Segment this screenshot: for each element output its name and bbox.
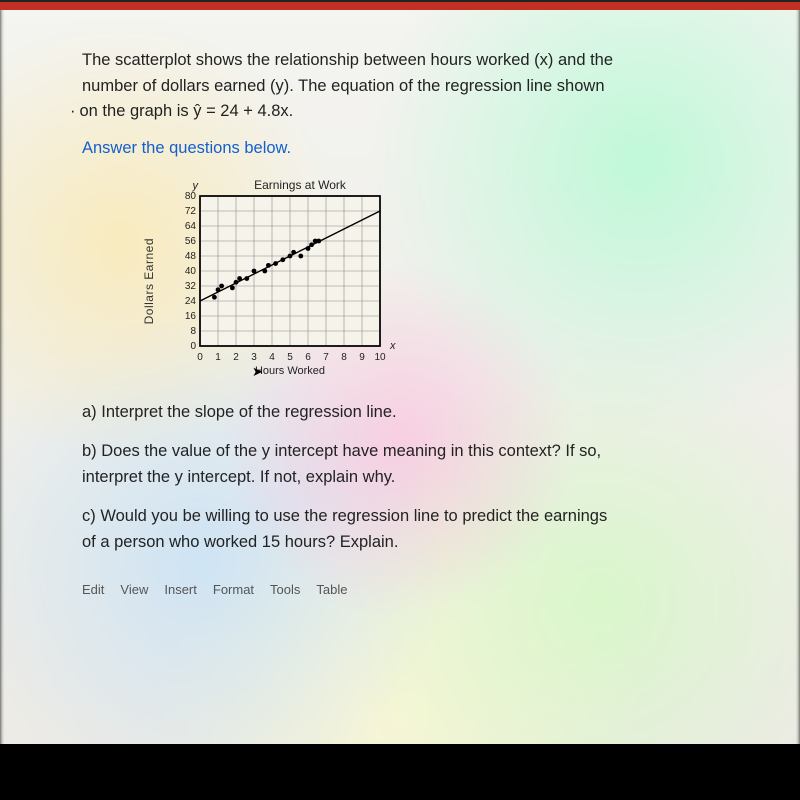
svg-text:4: 4 bbox=[269, 352, 275, 363]
page-content: The scatterplot shows the relationship b… bbox=[0, 10, 800, 740]
svg-text:6: 6 bbox=[305, 352, 311, 363]
question-a: a) Interpret the slope of the regression… bbox=[82, 400, 728, 426]
chart-ylabel: Dollars Earned bbox=[142, 238, 156, 324]
editor-toolbar: Edit View Insert Format Tools Table bbox=[82, 582, 728, 597]
scatterplot: 08162432404856647280012345678910Earnings… bbox=[162, 176, 422, 386]
svg-text:Hours Worked: Hours Worked bbox=[255, 365, 325, 377]
menu-view[interactable]: View bbox=[120, 582, 148, 597]
svg-text:1: 1 bbox=[215, 352, 221, 363]
svg-text:16: 16 bbox=[185, 311, 197, 322]
svg-text:5: 5 bbox=[287, 352, 293, 363]
menu-format[interactable]: Format bbox=[213, 582, 254, 597]
prompt-line: The scatterplot shows the relationship b… bbox=[82, 48, 728, 74]
svg-text:72: 72 bbox=[185, 206, 197, 217]
question-c: c) Would you be willing to use the regre… bbox=[82, 504, 728, 555]
svg-text:32: 32 bbox=[185, 281, 197, 292]
svg-text:24: 24 bbox=[185, 296, 197, 307]
svg-text:9: 9 bbox=[359, 352, 365, 363]
svg-text:10: 10 bbox=[374, 352, 386, 363]
svg-text:8: 8 bbox=[190, 326, 196, 337]
svg-text:40: 40 bbox=[185, 266, 197, 277]
svg-text:➤: ➤ bbox=[252, 364, 263, 379]
svg-text:8: 8 bbox=[341, 352, 347, 363]
menu-edit[interactable]: Edit bbox=[82, 582, 104, 597]
instruction-text: Answer the questions below. bbox=[82, 139, 728, 158]
svg-text:7: 7 bbox=[323, 352, 329, 363]
svg-text:3: 3 bbox=[251, 352, 257, 363]
menu-tools[interactable]: Tools bbox=[270, 582, 300, 597]
questions-block: a) Interpret the slope of the regression… bbox=[82, 400, 728, 556]
svg-text:48: 48 bbox=[185, 251, 197, 262]
svg-text:x: x bbox=[389, 340, 396, 352]
svg-text:2: 2 bbox=[233, 352, 239, 363]
prompt-line: number of dollars earned (y). The equati… bbox=[82, 74, 728, 100]
menu-table[interactable]: Table bbox=[316, 582, 347, 597]
svg-text:80: 80 bbox=[185, 191, 197, 202]
question-b: b) Does the value of the y intercept hav… bbox=[82, 439, 728, 490]
app-topbar bbox=[0, 0, 800, 10]
svg-text:y: y bbox=[192, 180, 200, 192]
chart-container: Dollars Earned 0816243240485664728001234… bbox=[142, 176, 728, 386]
problem-prompt: The scatterplot shows the relationship b… bbox=[82, 48, 728, 125]
menu-insert[interactable]: Insert bbox=[164, 582, 197, 597]
svg-text:64: 64 bbox=[185, 221, 197, 232]
svg-text:Earnings at Work: Earnings at Work bbox=[254, 178, 347, 192]
svg-text:56: 56 bbox=[185, 236, 197, 247]
svg-text:0: 0 bbox=[190, 341, 196, 352]
prompt-line: ·on the graph is ŷ = 24 + 4.8x. bbox=[82, 99, 728, 125]
svg-text:0: 0 bbox=[197, 352, 203, 363]
bottom-bar bbox=[0, 744, 800, 800]
